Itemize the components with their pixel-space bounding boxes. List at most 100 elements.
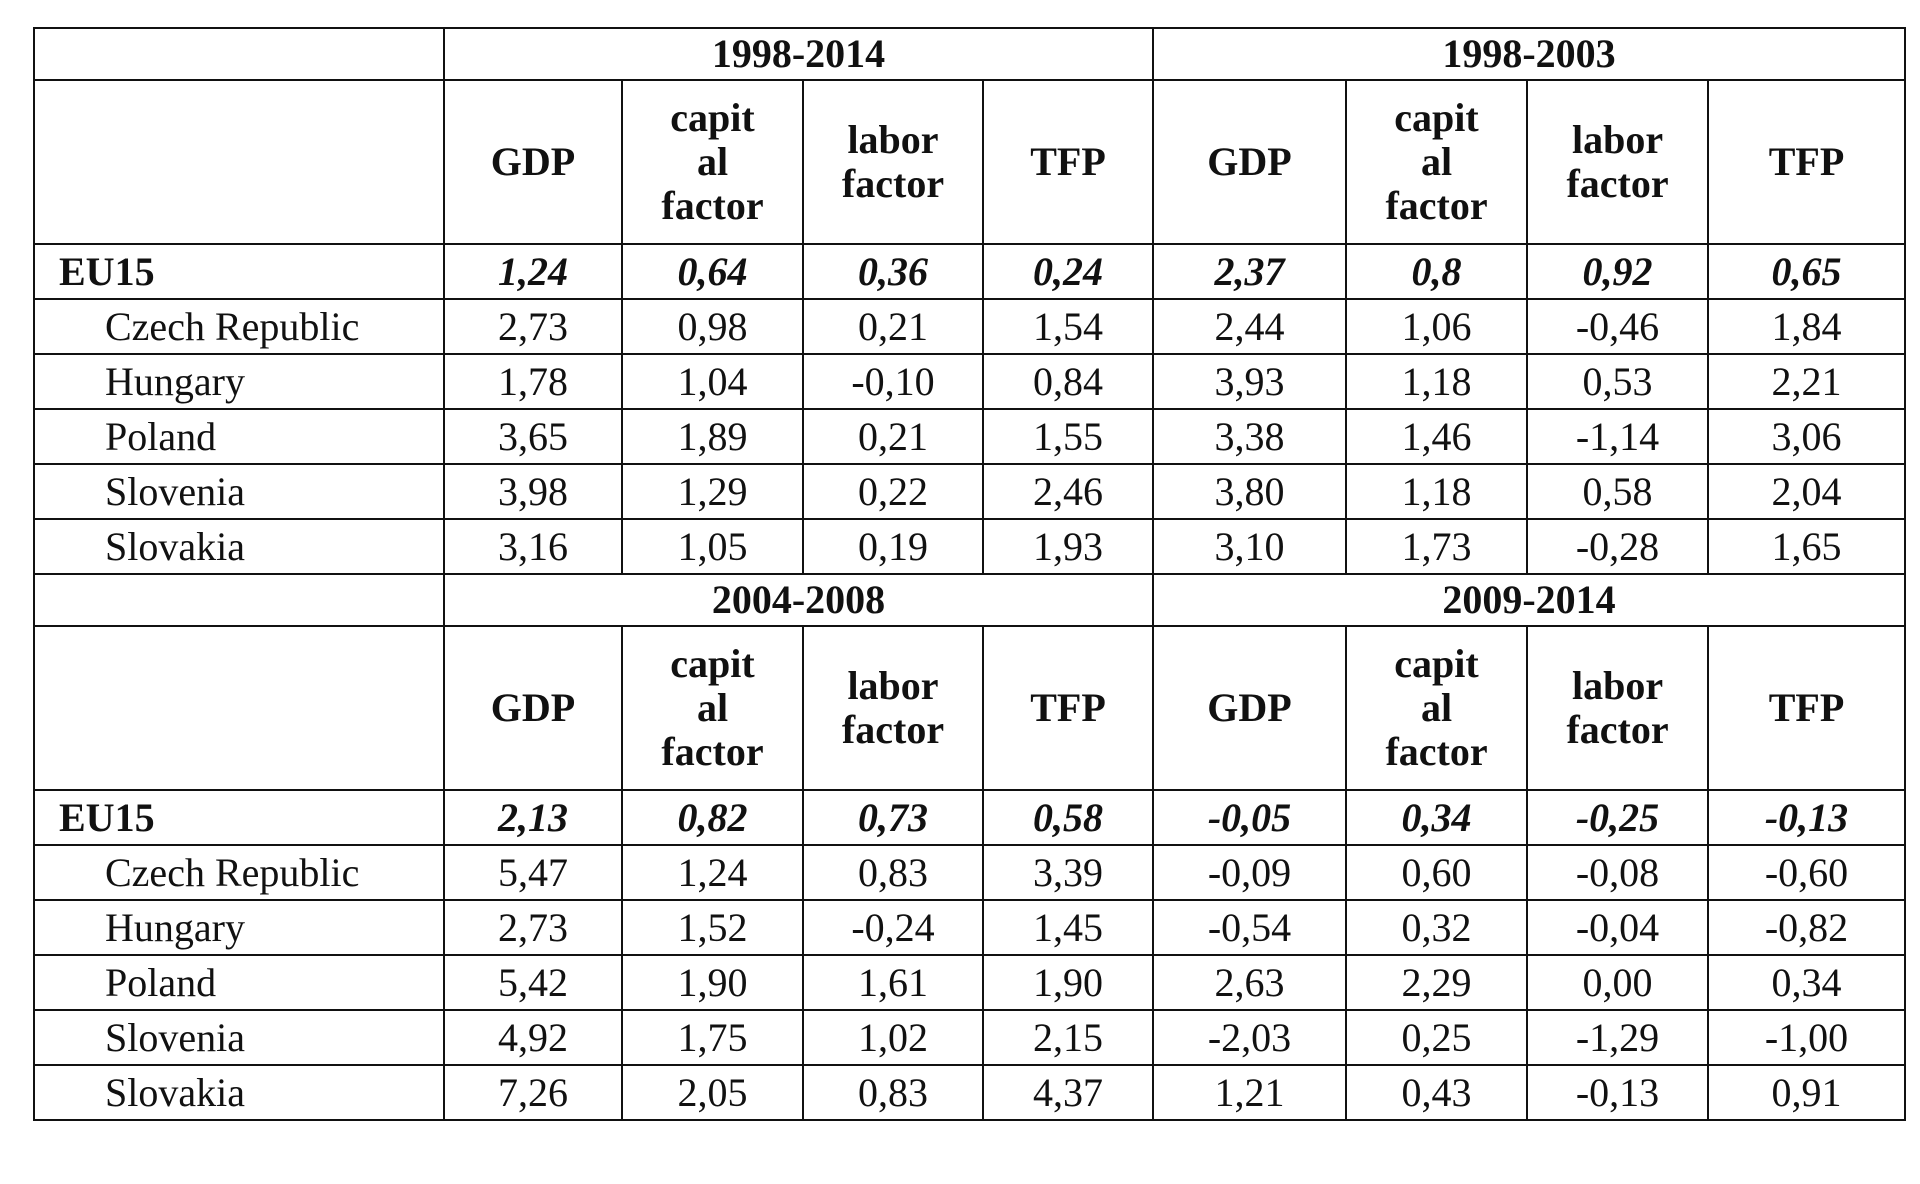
value-cell: 3,65 [443,408,623,465]
value-cell: 3,38 [1152,408,1348,465]
column-header: capit al factor [1345,79,1529,245]
value-cell: -0,28 [1526,518,1710,575]
value-cell: 0,43 [1345,1064,1529,1121]
value-cell: 0,58 [1526,463,1710,520]
value-cell: 1,45 [981,899,1155,956]
value-cell: 1,18 [1345,353,1529,410]
period-header: 2009-2014 [1152,573,1907,627]
header-line: factor [661,729,764,774]
value-cell: 4,92 [443,1009,623,1066]
column-header: labor factor [1526,625,1710,791]
header-line: factor [1566,707,1669,752]
value-cell: 1,04 [621,353,804,410]
value-cell: 0,00 [1526,954,1710,1011]
value-cell: -1,29 [1526,1009,1710,1066]
value-cell: 1,05 [621,518,804,575]
value-cell: 2,13 [443,789,623,846]
value-cell: 1,46 [1345,408,1529,465]
header-line: capit [670,95,755,140]
value-cell: 1,89 [621,408,804,465]
header-line: factor [1566,161,1669,206]
value-cell: 0,64 [621,243,804,300]
header-line: factor [661,183,764,228]
value-cell: 1,52 [621,899,804,956]
value-cell: -0,25 [1526,789,1710,846]
header-line: GDP [1207,685,1292,730]
row-label: Czech Republic [33,298,445,355]
value-cell: 2,44 [1152,298,1348,355]
value-cell: 1,54 [981,298,1155,355]
value-cell: 1,65 [1707,518,1907,575]
data-row: Slovenia 3,98 1,29 0,22 2,46 3,80 1,18 0,58 2,04 [33,463,1907,520]
header-line: capit [670,641,755,686]
value-cell: 1,24 [443,243,623,300]
row-label: Poland [33,954,445,1011]
data-row: Poland 5,42 1,90 1,61 1,90 2,63 2,29 0,00 0,34 [33,954,1907,1011]
column-header: capit al factor [621,79,804,245]
header-line: GDP [490,685,576,730]
value-cell: 1,78 [443,353,623,410]
header-line: TFP [1768,685,1845,730]
value-cell: 0,65 [1707,243,1907,300]
empty-cell [33,573,445,627]
value-cell: 1,84 [1707,298,1907,355]
row-label: EU15 [33,243,445,300]
value-cell: 1,55 [981,408,1155,465]
value-cell: 1,29 [621,463,804,520]
header-line: TFP [1768,139,1845,184]
value-cell: -0,60 [1707,844,1907,901]
value-cell: 2,63 [1152,954,1348,1011]
value-cell: -0,10 [802,353,984,410]
column-header: labor factor [802,625,984,791]
column-header: GDP [1152,625,1348,791]
value-cell: 3,98 [443,463,623,520]
header-line: GDP [1207,139,1292,184]
value-cell: 4,37 [981,1064,1155,1121]
value-cell: 0,34 [1707,954,1907,1011]
value-cell: 3,10 [1152,518,1348,575]
value-cell: 0,98 [621,298,804,355]
value-cell: 3,16 [443,518,623,575]
period-row: 2004-2008 2009-2014 [33,573,1907,627]
value-cell: -0,54 [1152,899,1348,956]
value-cell: -1,14 [1526,408,1710,465]
header-line: labor [1571,663,1664,708]
header-line: GDP [490,139,576,184]
column-header: labor factor [1526,79,1710,245]
empty-cell [33,79,445,245]
value-cell: 1,90 [981,954,1155,1011]
header-line: al [696,139,729,184]
empty-cell [33,625,445,791]
row-label: Hungary [33,899,445,956]
value-cell: 3,93 [1152,353,1348,410]
value-cell: 0,82 [621,789,804,846]
period-header: 1998-2014 [442,27,1155,81]
data-row: Slovakia 3,16 1,05 0,19 1,93 3,10 1,73 -0,28 1,6… [33,518,1907,575]
value-cell: -0,24 [802,899,984,956]
column-header: labor factor [802,79,984,245]
value-cell: 0,83 [802,1064,984,1121]
header-line: factor [1385,729,1488,774]
value-cell: 1,24 [621,844,804,901]
value-cell: 2,15 [981,1009,1155,1066]
header-line: al [1420,685,1453,730]
column-header-row: GDP capit al factor labor factor TFP GDP capit al… [33,79,1907,245]
empty-cell [33,27,445,81]
header-line: TFP [1030,685,1106,730]
row-label: EU15 [33,789,445,846]
value-cell: 3,06 [1707,408,1907,465]
header-line: factor [841,161,945,206]
data-row: Poland 3,65 1,89 0,21 1,55 3,38 1,46 -1,14 3,06 [33,408,1907,465]
header-line: capit [1394,95,1479,140]
value-cell: 2,05 [621,1064,804,1121]
header-line: labor [847,663,939,708]
row-label: Poland [33,408,445,465]
data-row: Slovakia 7,26 2,05 0,83 4,37 1,21 0,43 -0,13 0,9… [33,1064,1907,1121]
data-row: Czech Republic 2,73 0,98 0,21 1,54 2,44 1,06 -0… [33,298,1907,355]
value-cell: 0,60 [1345,844,1529,901]
period-row: 1998-2014 1998-2003 [33,27,1907,81]
header-line: al [1420,139,1453,184]
value-cell: 1,93 [981,518,1155,575]
value-cell: -0,13 [1707,789,1907,846]
